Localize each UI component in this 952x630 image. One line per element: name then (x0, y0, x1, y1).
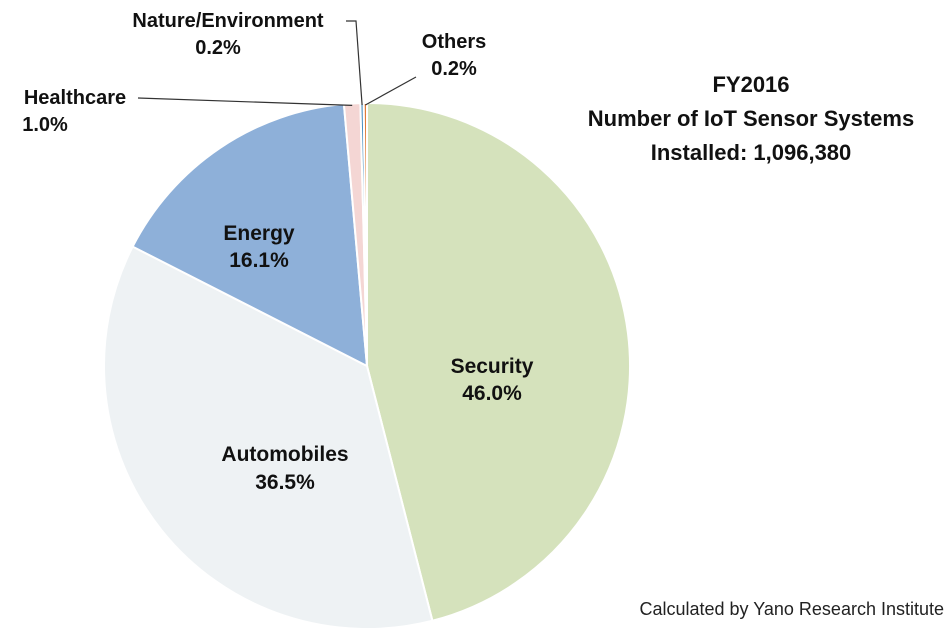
slice-label-value-others: 0.2% (431, 58, 477, 80)
leader-line-healthcare (137, 97, 353, 106)
leader-line-others (365, 76, 417, 106)
pie-slice-automobiles (103, 245, 434, 630)
chart-title: FY2016 Number of IoT Sensor Systems Inst… (555, 68, 947, 170)
leader-line-nature-environment (346, 20, 363, 106)
slice-label-value-healthcare: 1.0% (22, 114, 68, 136)
slice-label-value-security: 46.0% (462, 382, 522, 405)
pie-slice-others (362, 101, 368, 367)
slice-label-name-security: Security (451, 355, 534, 378)
slice-label-value-nature-environment: 0.2% (195, 37, 241, 59)
slice-label-value-automobiles: 36.5% (255, 471, 315, 494)
slice-label-name-healthcare: Healthcare (24, 87, 126, 109)
chart-title-line-3: Installed: 1,096,380 (650, 140, 852, 165)
slice-label-name-others: Others (422, 31, 486, 53)
slice-label-name-automobiles: Automobiles (221, 443, 348, 466)
chart-title-line-1: FY2016 (712, 72, 790, 97)
source-note: Calculated by Yano Research Institute (639, 599, 944, 619)
pie-slice-security (366, 101, 632, 622)
leader-lines (137, 20, 417, 106)
slice-label-value-energy: 16.1% (229, 249, 289, 272)
slice-label-name-nature-environment: Nature/Environment (132, 10, 323, 32)
slice-label-name-energy: Energy (223, 222, 295, 245)
chart-title-line-2: Number of IoT Sensor Systems (587, 106, 915, 131)
pie-slices (103, 101, 632, 630)
pie-slice-energy (131, 102, 369, 368)
